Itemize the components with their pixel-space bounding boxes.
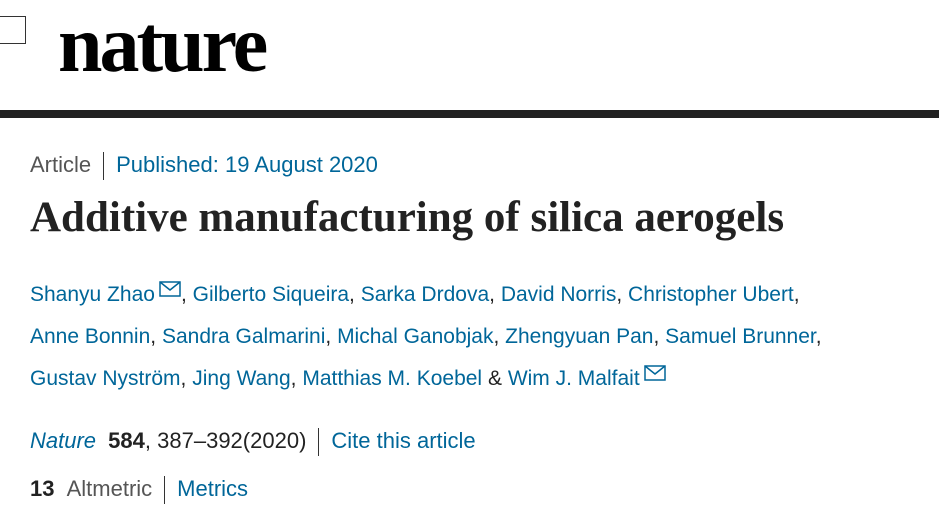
separator: , [144, 428, 152, 453]
author-name[interactable]: Sarka Drdova [360, 283, 490, 306]
logo[interactable]: nature [58, 1, 268, 89]
email-icon[interactable] [643, 365, 666, 381]
year: (2020) [242, 428, 307, 453]
separator: , [489, 283, 495, 306]
separator: , [325, 325, 332, 348]
separator: , [616, 283, 623, 306]
article-type: Article [30, 152, 92, 177]
separator: , [653, 325, 660, 348]
volume: 584 [108, 428, 145, 453]
separator: , [180, 283, 187, 306]
menu-checkbox[interactable] [0, 16, 26, 44]
separator: , [493, 325, 500, 348]
divider [103, 152, 105, 181]
author-name[interactable]: Samuel Brunner [665, 325, 816, 348]
separator: , [349, 283, 355, 306]
author-name[interactable]: Anne Bonnin [30, 325, 151, 348]
divider [318, 428, 320, 457]
published-date[interactable]: Published: 19 August 2020 [116, 152, 378, 177]
author-name[interactable]: Matthias M. Koebel [302, 367, 483, 390]
article-meta: Article Published: 19 August 2020 [30, 150, 378, 181]
author-name[interactable]: Wim J. Malfait [507, 367, 640, 390]
cite-link[interactable]: Cite this article [331, 428, 476, 453]
separator: , [793, 283, 800, 306]
metrics-row: 13 Altmetric Metrics [30, 474, 249, 505]
article-title: Additive manufacturing of silica aerogel… [30, 194, 785, 241]
header-bar [0, 110, 939, 118]
author-list: Shanyu Zhao, Gilberto Siqueira, Sarka Dr… [30, 274, 822, 400]
author-name[interactable]: Michal Ganobjak [337, 325, 494, 348]
email-icon[interactable] [159, 281, 181, 297]
author-name[interactable]: Sandra Galmarini [161, 325, 326, 348]
author-name[interactable]: Gilberto Siqueira [192, 283, 350, 306]
metrics-link[interactable]: Metrics [177, 476, 249, 501]
separator: & [487, 367, 502, 390]
author-name[interactable]: Zhengyuan Pan [505, 325, 654, 348]
separator: , [150, 325, 157, 348]
author-name[interactable]: Shanyu Zhao [30, 283, 155, 306]
separator: , [290, 367, 297, 390]
author-name[interactable]: Gustav Nyström [30, 367, 181, 390]
pages: 387–392 [157, 428, 243, 453]
altmetric-label: Altmetric [66, 476, 153, 501]
altmetric-score: 13 [30, 476, 55, 501]
separator: , [180, 367, 187, 390]
citation: Nature 584, 387–392(2020) Cite this artic… [30, 426, 476, 457]
author-name[interactable]: David Norris [500, 283, 617, 306]
separator: , [815, 325, 822, 348]
divider [164, 476, 166, 505]
journal-name: Nature [30, 428, 97, 453]
author-name[interactable]: Christopher Ubert [628, 283, 794, 306]
author-name[interactable]: Jing Wang [192, 367, 291, 390]
